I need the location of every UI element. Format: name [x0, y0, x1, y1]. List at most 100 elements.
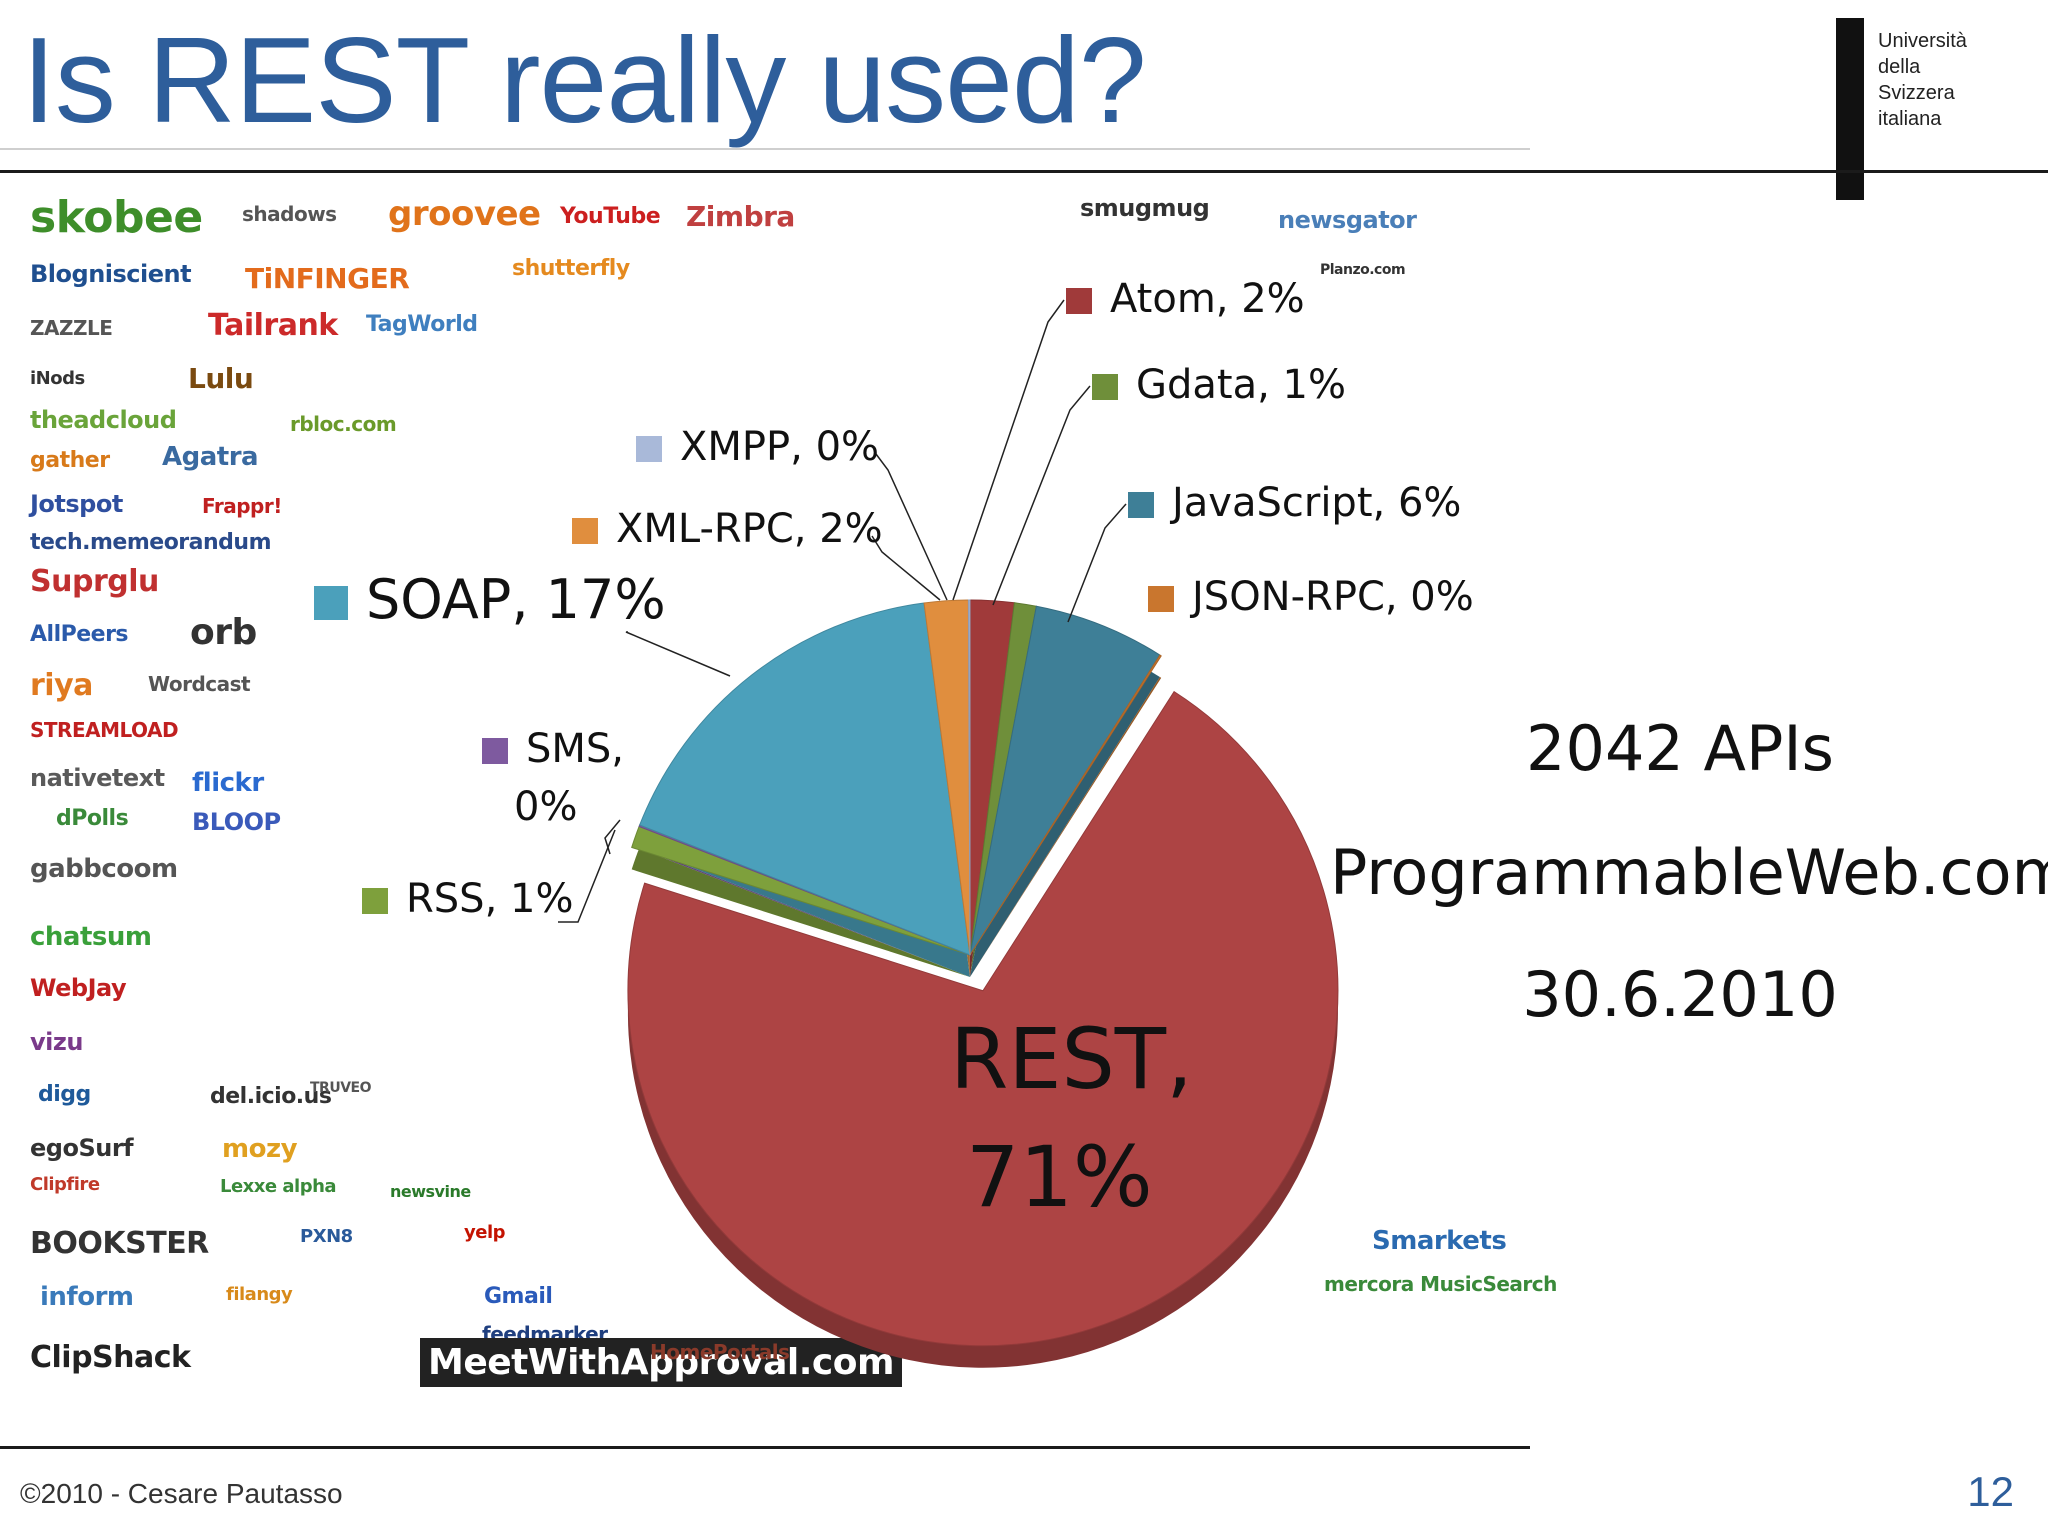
logo-youtube: YouTube: [560, 204, 661, 229]
legend-swatch-gdata: [1092, 374, 1118, 400]
logo-truveo: TRUVEO: [310, 1080, 372, 1096]
slice-label-rest-line-2: 71%: [966, 1128, 1153, 1226]
logo-planzo-com: Planzo.com: [1320, 262, 1406, 278]
logo-smarkets: Smarkets: [1372, 1226, 1507, 1256]
logo-gabbcoom: gabbcoom: [30, 854, 178, 884]
leader-line-gdata: [992, 385, 1091, 606]
logo-tech-memeorandum: tech.memeorandum: [30, 530, 272, 555]
logo-wordcast: Wordcast: [148, 672, 251, 696]
slide-footer: ©2010 - Cesare Pautasso: [20, 1478, 343, 1509]
logo-shadows: shadows: [242, 202, 337, 226]
logo-streamload: STREAMLOAD: [30, 718, 179, 742]
logo-tinfinger: TiNFINGER: [245, 262, 410, 295]
pie-slice-xmpp: [967, 599, 971, 956]
legend-swatch-javascript: [1128, 492, 1154, 518]
slice-label-javascript: JavaScript, 6%: [1169, 480, 1461, 526]
logo-mercora-musicsearch: mercora MusicSearch: [1324, 1272, 1557, 1296]
slice-label-soap: SOAP, 17%: [366, 568, 666, 631]
leader-line-javascript: [1067, 503, 1127, 623]
logo-chatsum: chatsum: [30, 922, 152, 952]
slide-title: Is REST really used?: [22, 12, 1147, 148]
logo-frappr-: Frappr!: [202, 494, 282, 518]
logo-newsgator: newsgator: [1278, 206, 1417, 234]
legend-swatch-sms: [482, 738, 508, 764]
logo-suprglu: Suprglu: [30, 564, 159, 599]
institution-line-1: Università: [1878, 30, 1967, 52]
pie-slice-soap: [639, 602, 971, 956]
legend-swatch-atom: [1066, 288, 1092, 314]
leader-line-xmpp: [875, 453, 948, 601]
logo-skobee: skobee: [30, 192, 203, 243]
logo-homeportals: HomePortals: [650, 1340, 790, 1364]
logo-inform: inform: [40, 1282, 134, 1312]
page-number: 12: [1967, 1468, 2014, 1515]
legend-swatch-xml-rpc: [572, 518, 598, 544]
slice-label-xmpp: XMPP, 0%: [680, 424, 879, 470]
slice-label-xml-rpc: XML-RPC, 2%: [616, 506, 883, 552]
logo-shutterfly: shutterfly: [512, 256, 630, 281]
logo-rbloc-com: rbloc.com: [290, 412, 397, 436]
pie-slice-depth-json-rpc: [970, 677, 1162, 977]
pie-slice-rest: [627, 690, 1339, 1347]
logo-digg: digg: [38, 1082, 91, 1107]
logo-tagworld: TagWorld: [366, 312, 478, 337]
leader-line-sms: [604, 819, 621, 855]
logo-flickr: flickr: [192, 768, 264, 798]
logo-smugmug: smugmug: [1080, 194, 1210, 222]
logo-zimbra: Zimbra: [686, 200, 795, 233]
logo-newsvine: newsvine: [390, 1182, 471, 1201]
logo-filangy: filangy: [226, 1284, 293, 1305]
logo-gmail: Gmail: [484, 1284, 553, 1309]
legend-swatch-soap: [314, 586, 348, 620]
logo-nativetext: nativetext: [30, 764, 165, 792]
slice-label-atom: Atom, 2%: [1110, 276, 1305, 322]
date-note: 30.6.2010: [1522, 958, 1838, 1031]
legend-swatch-rss: [362, 888, 388, 914]
logo-webjay: WebJay: [30, 974, 127, 1002]
legend-swatch-rest: [860, 1046, 912, 1098]
institution-logo-bar: [1836, 18, 1864, 200]
logo-orb: orb: [190, 612, 257, 653]
slice-label-sms-line-1: SMS,: [526, 726, 624, 772]
source-note: ProgrammableWeb.com: [1330, 836, 2048, 909]
logo-meetwithapproval-com: MeetWithApproval.com: [420, 1338, 902, 1387]
institution-line-2: della: [1878, 56, 1921, 78]
logo-zazzle: ZAZZLE: [30, 316, 113, 340]
leader-line-rss: [558, 829, 616, 923]
logo-tailrank: Tailrank: [208, 308, 338, 343]
logo-jotspot: Jotspot: [30, 490, 123, 518]
slice-label-gdata: Gdata, 1%: [1136, 362, 1346, 408]
leader-line-atom: [952, 299, 1065, 601]
collage-top-rule: [0, 170, 1530, 173]
slice-label-rss: RSS, 1%: [406, 876, 573, 922]
leader-line-xml-rpc: [871, 535, 941, 601]
logo-pxn8: PXN8: [300, 1226, 353, 1247]
logo-bookster: BOOKSTER: [30, 1226, 209, 1261]
logo-dpolls: dPolls: [56, 806, 129, 831]
footer-divider: [0, 1446, 1530, 1449]
slice-label-json-rpc: JSON-RPC, 0%: [1189, 574, 1474, 620]
logo-allpeers: AllPeers: [30, 622, 129, 647]
institution-line-4: italiana: [1878, 108, 1942, 130]
logo-vizu: vizu: [30, 1028, 83, 1056]
logo-yelp: yelp: [464, 1222, 506, 1243]
leader-line-soap: [625, 631, 731, 677]
logo-clipfire: Clipfire: [30, 1174, 100, 1195]
pie-slice-depth-rss: [631, 848, 970, 977]
slice-label-sms-line-2: 0%: [514, 784, 577, 830]
logo-lexxe-alpha: Lexxe alpha: [220, 1176, 337, 1197]
logo-gather: gather: [30, 448, 110, 473]
logo-riya: riya: [30, 668, 93, 703]
logo-egosurf: egoSurf: [30, 1134, 134, 1162]
web2-logo-collage: skobee shadows groovee YouTube Zimbra smugmug…: [20, 172, 1557, 1444]
logo-agatra: Agatra: [162, 442, 259, 472]
legend-swatch-json-rpc: [1148, 586, 1174, 612]
slice-label-rest-line-1: REST,: [950, 1010, 1193, 1108]
logo-inods: iNods: [30, 368, 85, 389]
logo-groovee: groovee: [388, 194, 541, 234]
logo-blogniscient: Blogniscient: [30, 260, 192, 288]
institution-logo-text: Università della Svizzera italiana: [1878, 28, 2048, 132]
pie-slice-javascript: [969, 605, 1161, 956]
logo-del-icio-us: del.icio.us: [210, 1084, 332, 1109]
